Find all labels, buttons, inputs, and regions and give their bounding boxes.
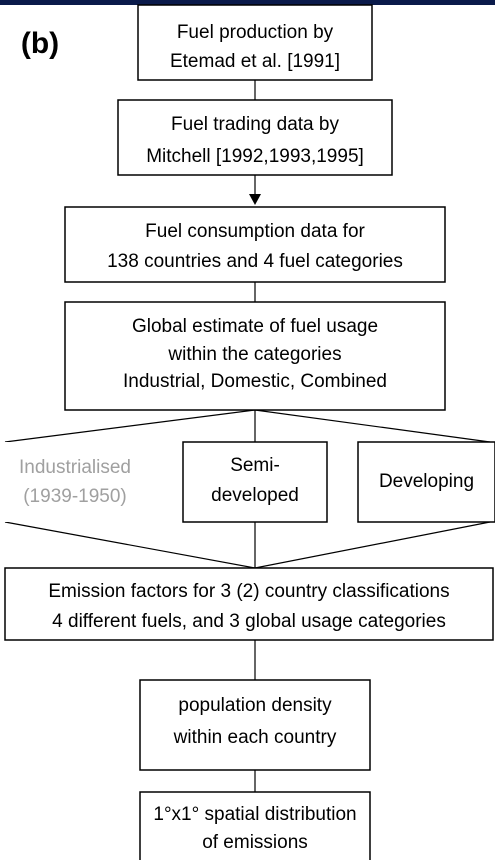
nodes: Fuel production by Etemad et al. [1991] Fu… xyxy=(4,4,495,863)
node-text: Semi- xyxy=(230,455,280,476)
node-box xyxy=(139,791,371,863)
node-box xyxy=(357,441,495,523)
node-text: 138 countries and 4 fuel categories xyxy=(107,251,403,272)
top-bar xyxy=(0,0,495,5)
node-text: population density xyxy=(178,695,332,716)
node-text: 1°x1° spatial distribution xyxy=(153,804,356,825)
node-box xyxy=(137,4,373,81)
node-box xyxy=(4,567,494,641)
node-text: within each country xyxy=(173,727,337,748)
node-text: of emissions xyxy=(202,832,308,853)
node-text: Global estimate of fuel usage xyxy=(132,316,378,337)
panel-label: (b) xyxy=(21,27,59,60)
node-box xyxy=(117,99,393,176)
node-text: Fuel production by xyxy=(177,22,334,43)
node-text: (1939-1950) xyxy=(23,486,127,507)
node-box xyxy=(64,206,446,283)
node-text: Fuel consumption data for xyxy=(145,221,365,242)
node-text: Emission factors for 3 (2) country class… xyxy=(48,581,449,602)
node-text: Etemad et al. [1991] xyxy=(170,51,340,72)
node-text: Fuel trading data by xyxy=(171,114,339,135)
node-text: within the categories xyxy=(167,344,341,365)
node-text: developed xyxy=(211,485,299,506)
node-text: Developing xyxy=(379,471,474,492)
node-box xyxy=(64,301,446,411)
node-box xyxy=(139,679,371,771)
node-text: 4 different fuels, and 3 global usage ca… xyxy=(52,611,446,632)
node-text: Industrialised xyxy=(19,457,131,478)
node-text: Industrial, Domestic, Combined xyxy=(123,371,387,392)
node-text: Mitchell [1992,1993,1995] xyxy=(146,146,364,167)
node-box xyxy=(5,442,145,522)
node-box xyxy=(182,441,328,523)
